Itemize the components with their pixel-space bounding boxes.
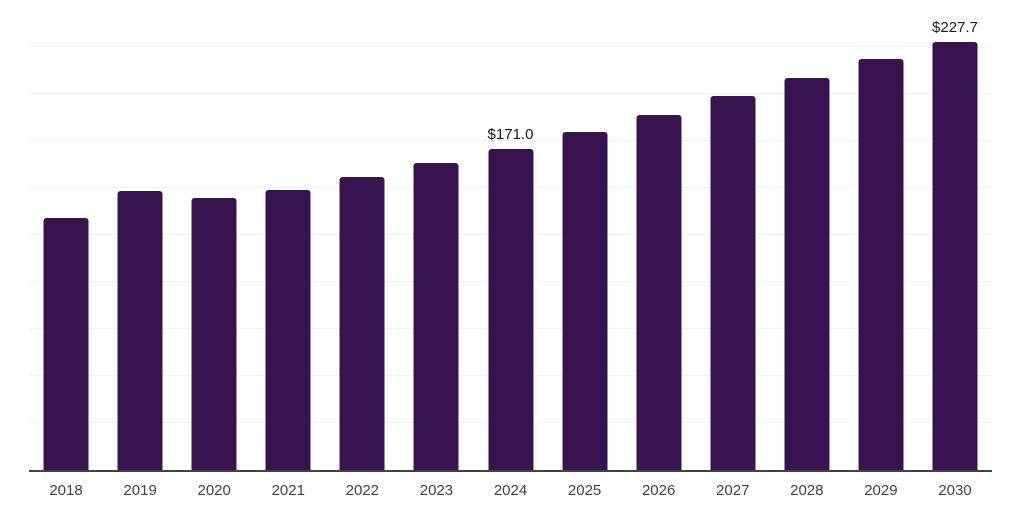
x-axis-labels: 2018 2019 2020 2021 2022 2023 2024 2025 2026 2027… xyxy=(29,480,992,501)
x-tick-label-2023: 2023 xyxy=(419,482,454,499)
x-tick-label-2026: 2026 xyxy=(641,482,676,499)
x-tick-label-2025: 2025 xyxy=(567,482,602,499)
bar-slot xyxy=(103,0,177,470)
bar-slot: $227.7 xyxy=(918,0,992,470)
bar-2024[interactable] xyxy=(488,148,533,470)
gridline xyxy=(29,140,992,141)
plot-area: $171.0 $227.7 xyxy=(29,0,992,472)
x-tick-label-2024: 2024 xyxy=(493,482,528,499)
bar-slot xyxy=(696,0,770,470)
data-label-2024: $171.0 xyxy=(487,125,534,143)
x-axis-line xyxy=(29,470,992,472)
x-tick-label-2021: 2021 xyxy=(271,482,305,499)
x-tick-label-2030: 2030 xyxy=(938,482,972,499)
x-tick-label-2029: 2029 xyxy=(864,482,898,499)
bar-slot: $171.0 xyxy=(473,0,547,470)
x-tick-label-2028: 2028 xyxy=(790,482,824,499)
bar-2018[interactable] xyxy=(43,218,89,470)
x-tick-label-2027: 2027 xyxy=(716,482,750,499)
bar-2028[interactable] xyxy=(784,78,830,470)
bar-2025[interactable] xyxy=(562,131,608,470)
bar-2023[interactable] xyxy=(413,162,459,470)
bar-2020[interactable] xyxy=(191,198,237,470)
bar-2027[interactable] xyxy=(710,95,756,470)
bar-slot xyxy=(844,0,918,470)
bar-2030[interactable] xyxy=(932,41,978,470)
gridline xyxy=(29,93,992,94)
bar-slot xyxy=(548,0,622,470)
bar-slot xyxy=(325,0,399,470)
bars-row: $171.0 $227.7 xyxy=(29,0,992,470)
bar-2029[interactable] xyxy=(858,59,904,470)
x-tick-label-2020: 2020 xyxy=(197,482,231,499)
data-label-2030: $227.7 xyxy=(932,18,978,36)
gridline xyxy=(29,46,992,47)
bar-2021[interactable] xyxy=(265,189,311,470)
x-tick-label-2019: 2019 xyxy=(123,482,157,499)
bar-2019[interactable] xyxy=(117,190,163,470)
x-tick-label-2018: 2018 xyxy=(49,482,83,499)
bar-slot xyxy=(770,0,844,470)
bar-slot xyxy=(177,0,251,470)
x-tick-label-2022: 2022 xyxy=(345,482,380,499)
bar-2022[interactable] xyxy=(339,176,385,470)
bar-slot xyxy=(622,0,696,470)
bar-slot xyxy=(399,0,473,470)
bar-slot xyxy=(251,0,325,470)
bar-slot xyxy=(29,0,103,470)
bar-2026[interactable] xyxy=(636,114,682,470)
